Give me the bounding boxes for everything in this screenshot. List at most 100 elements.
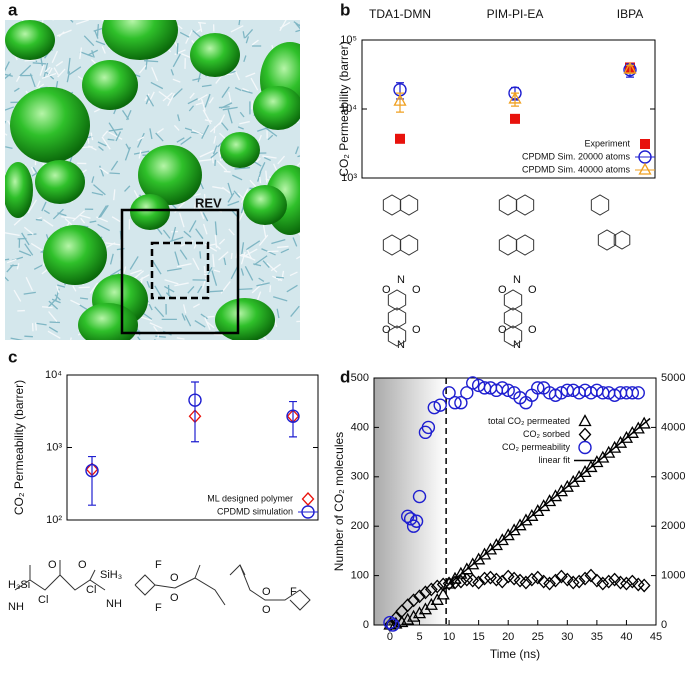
atom: F	[155, 559, 162, 571]
atom: O	[262, 586, 271, 598]
x-tick-label: 0	[387, 631, 393, 643]
y-tick-label: 400	[351, 421, 369, 433]
y-tick-label: 10²	[46, 514, 62, 526]
void	[243, 185, 287, 225]
marker-diamond	[509, 573, 520, 585]
polymer-strand	[238, 289, 253, 290]
ring	[400, 195, 417, 215]
x-tick-label: 40	[620, 631, 632, 643]
polymer-strand	[108, 139, 115, 140]
y-tick-label: 0	[363, 619, 369, 631]
ring	[388, 308, 405, 328]
void	[35, 160, 85, 204]
void	[215, 298, 275, 342]
legend-key	[640, 139, 650, 149]
void	[130, 194, 170, 230]
axis-label: Number of CO₂ molecules	[332, 432, 346, 571]
polymer-strand	[270, 285, 271, 292]
atom: F	[155, 602, 162, 614]
ring	[516, 195, 533, 215]
void	[82, 60, 138, 110]
x-tick-label: 30	[561, 631, 573, 643]
category-label: TDA1-DMN	[369, 7, 431, 21]
legend-label: CO₂ sorbed	[523, 429, 570, 439]
ring	[499, 195, 516, 215]
polymer-strand	[97, 24, 98, 36]
atom: N	[397, 274, 405, 286]
legend-label: Experiment	[584, 138, 630, 148]
legend-label: ML designed polymer	[207, 493, 293, 503]
category-label: IBPA	[617, 7, 643, 21]
y2-tick-label: 3000	[661, 471, 685, 483]
legend-key	[640, 164, 651, 174]
atom: O	[78, 559, 87, 571]
y-tick-label: 200	[351, 520, 369, 532]
atom: O	[528, 284, 537, 296]
axis-label: Time (ns)	[490, 647, 540, 661]
ring	[388, 290, 405, 310]
x-tick-label: 20	[502, 631, 514, 643]
polymer-strand	[300, 25, 308, 26]
y2-tick-label: 2000	[661, 520, 685, 532]
polymer-strand	[200, 251, 201, 258]
panel-label: b	[340, 0, 350, 19]
y2-tick-label: 1000	[661, 570, 685, 582]
atom: Cl	[38, 594, 48, 606]
legend-key	[580, 429, 591, 441]
void	[102, 0, 178, 60]
void	[220, 132, 260, 168]
marker-diamond	[603, 576, 614, 588]
atom: N	[513, 274, 521, 286]
error-bar	[191, 382, 199, 442]
marker-square	[395, 134, 405, 144]
atom: NH	[8, 601, 24, 613]
atom: O	[528, 324, 537, 336]
polymer-strand	[276, 277, 284, 278]
x-tick-label: 45	[650, 631, 662, 643]
y2-tick-label: 0	[661, 619, 667, 631]
error-bar	[88, 457, 96, 506]
legend-key	[303, 493, 314, 505]
axis-label: CO₂ Permeability (barrer)	[12, 380, 26, 515]
ring	[516, 235, 533, 255]
panel-label: a	[8, 0, 18, 19]
void	[253, 86, 303, 130]
y-tick-label: 10³	[46, 441, 62, 453]
legend-label: CPDMD simulation	[217, 506, 293, 516]
ring	[598, 230, 615, 250]
polymer-strand	[214, 127, 215, 134]
atom: NH	[106, 598, 122, 610]
ring	[383, 235, 400, 255]
legend-label: CPDMD Sim. 20000 atoms	[522, 151, 631, 161]
x-tick-label: 10	[443, 631, 455, 643]
ring	[400, 235, 417, 255]
axis-label: CO₂ Permeability (barrer)	[337, 41, 351, 176]
ring	[614, 231, 630, 249]
void	[3, 162, 33, 218]
y2-tick-label: 4000	[661, 421, 685, 433]
ring	[504, 308, 521, 328]
marker-diamond	[515, 575, 526, 587]
polymer-strand	[42, 307, 53, 308]
polymer-strand	[210, 291, 223, 292]
y-tick-label: 10⁴	[45, 369, 62, 381]
marker-diamond	[503, 571, 514, 583]
ring	[504, 290, 521, 310]
legend-key	[580, 416, 591, 426]
marker-square	[510, 114, 520, 124]
void	[43, 225, 107, 285]
legend-label: CO₂ permeability	[502, 442, 571, 452]
polymer-strand	[260, 177, 261, 183]
polymer-strand	[231, 253, 232, 259]
atom: Cl	[86, 584, 96, 596]
legend-label: CPDMD Sim. 40000 atoms	[522, 164, 631, 174]
polymer-strand	[149, 339, 155, 352]
atom: O	[170, 572, 179, 584]
legend-key	[579, 442, 591, 454]
y-tick-label: 100	[351, 570, 369, 582]
x-tick-label: 5	[416, 631, 422, 643]
marker-circle	[526, 389, 538, 401]
polymer-strand	[296, 321, 308, 322]
polymer-strand	[36, 220, 42, 221]
polymer-strand	[177, 43, 178, 54]
